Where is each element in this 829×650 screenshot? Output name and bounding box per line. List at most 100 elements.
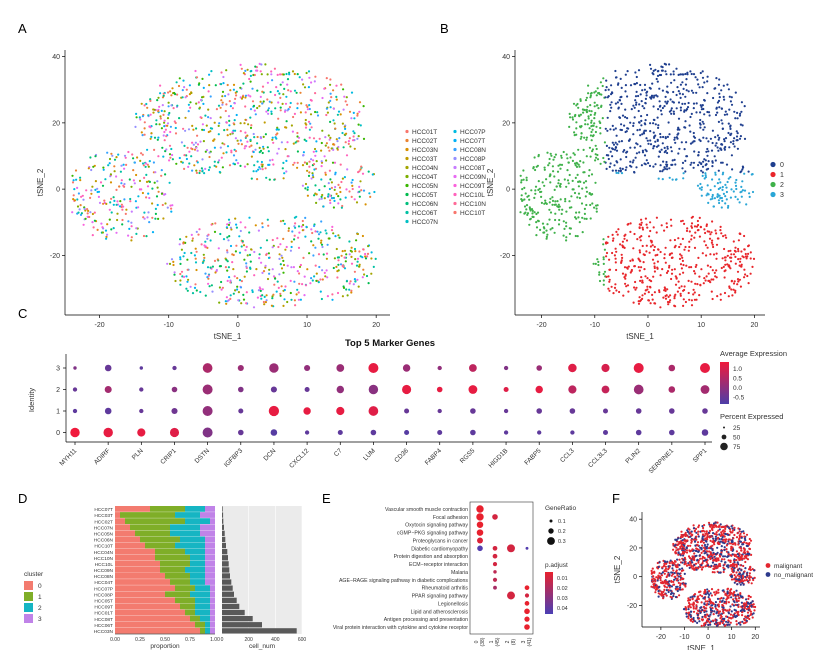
scatter-point [693, 140, 696, 143]
scatter-point [749, 601, 753, 605]
scatter-point [730, 575, 733, 578]
scatter-point [315, 193, 318, 196]
proportion-bar [115, 542, 145, 549]
scatter-point [625, 130, 628, 133]
scatter-point [627, 139, 631, 142]
scatter-point [669, 98, 672, 101]
scatter-point [713, 567, 717, 570]
scatter-point [656, 70, 660, 73]
gene-label: FABP4 [424, 447, 444, 467]
scatter-point [301, 164, 305, 167]
scatter-point [186, 280, 189, 283]
scatter-point [706, 246, 709, 249]
scatter-point [171, 204, 174, 207]
scatter-point [743, 105, 746, 108]
scatter-point [344, 196, 347, 199]
scatter-point [227, 218, 231, 221]
scatter-point [701, 104, 704, 107]
scatter-point [102, 202, 105, 205]
scatter-point [702, 160, 705, 163]
scatter-point [364, 255, 367, 258]
scatter-point [685, 533, 688, 537]
sample-label: HCC05N [94, 531, 114, 537]
legend-swatch [405, 174, 409, 179]
scatter-point [696, 229, 700, 232]
scatter-point [280, 267, 284, 270]
scatter-point [656, 587, 659, 590]
y-tick-label: 0 [506, 187, 510, 194]
scatter-point [638, 151, 641, 154]
scatter-point [732, 529, 735, 532]
scatter-point [154, 171, 157, 174]
scatter-point [138, 116, 141, 119]
scatter-point [699, 594, 702, 597]
scatter-point [314, 110, 317, 114]
scatter-point [660, 148, 663, 151]
scatter-point [707, 111, 711, 114]
scatter-point [611, 148, 615, 151]
scatter-point [577, 192, 581, 195]
scatter-point [135, 112, 138, 115]
scatter-point [555, 185, 558, 188]
proportion-bar [175, 512, 200, 518]
scatter-point [699, 182, 702, 186]
scatter-point [353, 278, 356, 281]
scatter-point [632, 247, 635, 250]
scatter-point [521, 188, 524, 191]
scatter-point [653, 145, 656, 148]
scatter-point [587, 92, 590, 95]
scatter-point [620, 123, 623, 126]
scatter-point [545, 202, 548, 205]
scatter-point [701, 76, 705, 79]
scatter-point [353, 132, 356, 135]
scatter-point [583, 212, 587, 215]
scatter-point [617, 171, 620, 175]
scatter-point [701, 535, 704, 538]
scatter-point [545, 229, 548, 232]
proportion-bar [145, 542, 175, 549]
scatter-point [663, 585, 667, 588]
scatter-point [718, 96, 721, 99]
scatter-point [692, 610, 696, 613]
scatter-point [73, 188, 76, 191]
panel-letter-b: B [440, 21, 449, 36]
scatter-point [712, 245, 715, 249]
scatter-point [323, 155, 326, 158]
scatter-point [145, 102, 148, 106]
proportion-bar [115, 591, 165, 598]
scatter-point [586, 123, 589, 126]
scatter-point [709, 137, 713, 140]
proportion-bar [115, 548, 155, 555]
scatter-point [685, 264, 688, 267]
marker-dot [336, 364, 345, 372]
scatter-point [673, 246, 676, 249]
scatter-point [609, 103, 612, 106]
scatter-point [565, 225, 568, 228]
scatter-point [283, 222, 286, 225]
scatter-point [741, 543, 744, 546]
scatter-point [166, 124, 169, 127]
scatter-point [120, 182, 123, 185]
scatter-point [674, 141, 677, 144]
scatter-point [706, 588, 709, 591]
marker-dot [238, 408, 244, 414]
scatter-point [709, 551, 712, 554]
scatter-point [710, 278, 713, 281]
scatter-point [125, 208, 128, 211]
scatter-point [709, 556, 713, 560]
scatter-point [236, 285, 239, 288]
scatter-point [367, 282, 370, 285]
scatter-point [703, 543, 707, 547]
scatter-point [178, 243, 181, 246]
scatter-point [729, 621, 732, 624]
scatter-point [714, 607, 718, 610]
scatter-point [640, 124, 643, 127]
legend-swatch [453, 192, 457, 197]
scatter-point [232, 88, 235, 91]
scatter-point [663, 564, 666, 567]
group-label: 3 [521, 640, 527, 643]
proportion-bar [195, 621, 205, 628]
scatter-point [734, 250, 737, 253]
scatter-point [261, 168, 264, 171]
scatter-point [298, 231, 301, 234]
